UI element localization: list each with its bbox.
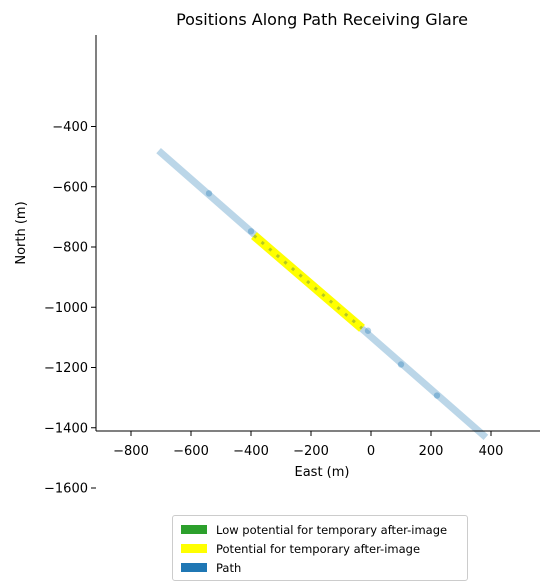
- x-axis-label: East (m): [295, 465, 350, 480]
- glare-segment-texture: [253, 234, 363, 330]
- legend-swatch-potential: [181, 544, 207, 553]
- x-tick-label: −600: [173, 444, 209, 459]
- x-tick-label: −400: [233, 444, 269, 459]
- x-tick-label: 0: [367, 444, 375, 459]
- x-tick-label: −800: [113, 444, 149, 459]
- chart-legend: Low potential for temporary after-image …: [172, 515, 468, 581]
- path-vertex-4: [433, 392, 441, 399]
- y-tick-label: −800: [52, 241, 88, 256]
- path-vertex-3: [397, 361, 405, 368]
- chart-title: Positions Along Path Receiving Glare: [176, 10, 468, 29]
- legend-label-potential: Potential for temporary after-image: [216, 541, 421, 556]
- y-tick-label: −400: [52, 120, 88, 135]
- y-axis-label: North (m): [14, 201, 29, 264]
- y-axis-ticks: −400 −600 −800 −1000 −1200 −1400 −1600: [44, 120, 96, 497]
- x-tick-label: −200: [293, 444, 329, 459]
- path-vertex-1: [247, 228, 255, 235]
- plot-area: −800 −600 −400 −200 0 200 400 −400 −600 −800 −100…: [44, 35, 540, 497]
- legend-swatch-low-potential: [181, 525, 207, 534]
- y-tick-label: −1200: [44, 361, 88, 376]
- x-axis-ticks: −800 −600 −400 −200 0 200 400: [113, 431, 503, 459]
- y-tick-label: −1600: [44, 482, 88, 497]
- legend-label-path: Path: [216, 560, 242, 575]
- legend-entry-path: Path: [181, 558, 459, 577]
- chart-marks: [156, 147, 489, 441]
- path-vertex-2: [364, 327, 372, 334]
- legend-entry-low-potential: Low potential for temporary after-image: [181, 520, 459, 539]
- y-tick-label: −1400: [44, 421, 88, 436]
- legend-label-low-potential: Low potential for temporary after-image: [216, 522, 448, 537]
- x-tick-label: 400: [479, 444, 504, 459]
- path-vertex-0: [205, 190, 213, 197]
- y-tick-label: −1000: [44, 301, 88, 316]
- legend-swatch-path: [181, 563, 207, 572]
- x-tick-label: 200: [419, 444, 444, 459]
- y-tick-label: −600: [52, 180, 88, 195]
- legend-entry-potential: Potential for temporary after-image: [181, 539, 459, 558]
